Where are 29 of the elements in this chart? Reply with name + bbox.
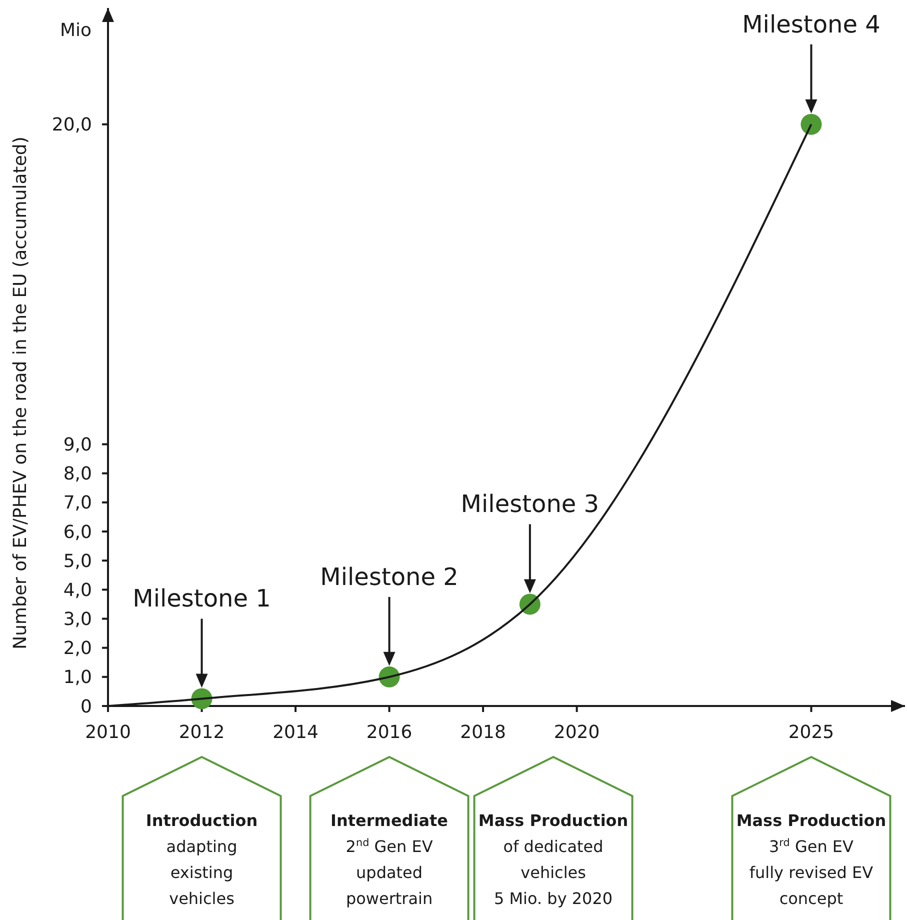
y-tick-label: 5,0	[63, 550, 92, 572]
y-tick-label: 4,0	[63, 580, 92, 601]
y-tick-label: 8,0	[63, 464, 92, 485]
annotation: Milestone 2	[320, 562, 458, 591]
y-tick-label: 3,0	[63, 609, 92, 630]
y-tick-label: 7,0	[63, 492, 92, 514]
text: Mass Production 3$^{rd}$ Gen EV fully revised EV concept	[736, 811, 886, 908]
y-axis-title: Number of EV/PHEV on the road in the EU (accumulated)	[10, 136, 31, 650]
y-tick-label: 1,0	[63, 667, 92, 688]
text: Introduction adapting existing vehicles	[146, 811, 258, 908]
annotation: Milestone 4	[742, 10, 880, 38]
y-tick-label: 6,0	[63, 522, 92, 543]
x-tick-label: 2014	[272, 722, 318, 743]
text: Intermediate 2$^{nd}$ Gen EV updated powertrain	[330, 811, 448, 908]
point	[800, 114, 822, 135]
annotation: Milestone 3	[460, 490, 600, 518]
x-tick-label: 2012	[178, 722, 225, 743]
y-tick-label: 20,0	[52, 114, 92, 136]
text: Mass Production of dedicated vehicles 5 Mio. by 2020	[478, 811, 628, 908]
x-tick-label: 2016	[366, 722, 412, 743]
y-tick-label: 2,0	[63, 638, 92, 660]
x-tick-label: 2020	[554, 722, 600, 743]
y-tick-label: 9,0	[63, 434, 92, 456]
x-tick-label: 2025	[788, 722, 834, 743]
text: Mio	[60, 20, 92, 41]
y-tick-label: 0	[80, 696, 92, 718]
x-tick-label: 2018	[460, 722, 506, 743]
x-tick-label: 2010	[85, 722, 131, 743]
annotation: Milestone 1	[132, 584, 271, 613]
